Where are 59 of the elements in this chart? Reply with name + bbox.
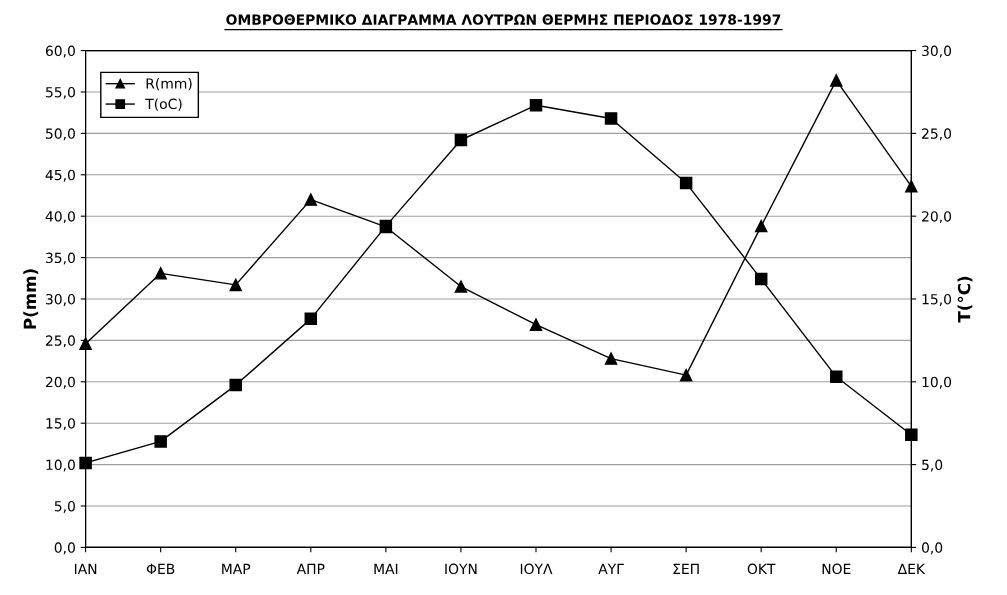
y-axis-title: P(mm) xyxy=(23,269,39,329)
point xyxy=(905,180,918,193)
legend-label: T(oC) xyxy=(145,98,182,111)
y2-axis-title: T(°C) xyxy=(957,276,973,323)
point xyxy=(604,352,618,365)
y-tick-label: 0,0 xyxy=(54,542,75,555)
y2-tick-label: 20,0 xyxy=(922,211,952,224)
point xyxy=(154,267,167,280)
y-tick-label: 40,0 xyxy=(45,211,75,224)
y-tick-label: 35,0 xyxy=(46,252,75,265)
point xyxy=(154,435,167,448)
y-tick-label: 15,0 xyxy=(46,418,75,431)
x-tick-label: ΑΠΡ xyxy=(296,563,325,574)
point xyxy=(604,112,618,125)
y2-tick-label: 5,0 xyxy=(922,459,943,472)
x-tick-label: ΣΕΠ xyxy=(673,563,699,574)
point xyxy=(79,337,92,350)
legend-label: R(mm) xyxy=(146,77,192,91)
y-tick-label: 55,0 xyxy=(46,86,75,99)
y-tick-label: 25,0 xyxy=(45,335,75,348)
x-tick-label: ΙΟΥΝ xyxy=(445,563,477,575)
y2-tick-label: 15,0 xyxy=(922,293,952,306)
y-tick-label: 30,0 xyxy=(46,293,75,306)
point xyxy=(454,133,468,147)
point xyxy=(529,318,543,331)
x-tick-label: ΦΕΒ xyxy=(146,563,175,574)
x-tick-label: ΑΥΓ xyxy=(598,563,624,574)
point xyxy=(79,456,92,470)
y-tick-label: 5,0 xyxy=(54,500,75,513)
y-tick-label: 50,0 xyxy=(46,128,75,141)
y2-tick-label: 25,0 xyxy=(922,128,952,141)
point xyxy=(304,193,318,206)
point xyxy=(529,98,543,112)
point xyxy=(454,280,468,293)
y-tick-label: 60,0 xyxy=(45,45,75,58)
y2-tick-label: 10,0 xyxy=(922,376,952,389)
x-tick-label: ΔΕΚ xyxy=(897,563,926,574)
point xyxy=(830,370,843,384)
point xyxy=(229,378,242,392)
x-tick-label: ΜΑΙ xyxy=(374,563,398,574)
y2-tick-label: 0,0 xyxy=(921,542,943,555)
x-tick-label: ΟΚΤ xyxy=(747,563,776,575)
x-tick-label: ΜΑΡ xyxy=(222,563,251,574)
chart-title: ΟΜΒΡΟΘΕΡΜΙΚΟ ΔΙΑΓΡΑΜΜΑ ΛΟΥΤΡΩΝ ΘΕΡΜΗΣ ΠΕΡΙΟΔΟΣ 1978-1997 xyxy=(226,14,781,25)
point xyxy=(754,272,768,286)
point xyxy=(905,428,918,442)
y-tick-label: 20,0 xyxy=(45,376,75,389)
x-tick-label: ΙΑΝ xyxy=(74,563,97,574)
y-tick-label: 45,0 xyxy=(45,169,75,182)
point xyxy=(754,219,768,233)
y2-tick-label: 30,0 xyxy=(922,45,952,58)
x-tick-label: ΝΟΕ xyxy=(822,563,851,575)
point xyxy=(304,312,318,326)
point xyxy=(229,278,242,292)
x-tick-label: ΙΟΥΛ xyxy=(520,563,553,575)
y-tick-label: 10,0 xyxy=(46,459,75,472)
point xyxy=(679,368,693,382)
point xyxy=(679,176,693,190)
point xyxy=(830,74,843,87)
